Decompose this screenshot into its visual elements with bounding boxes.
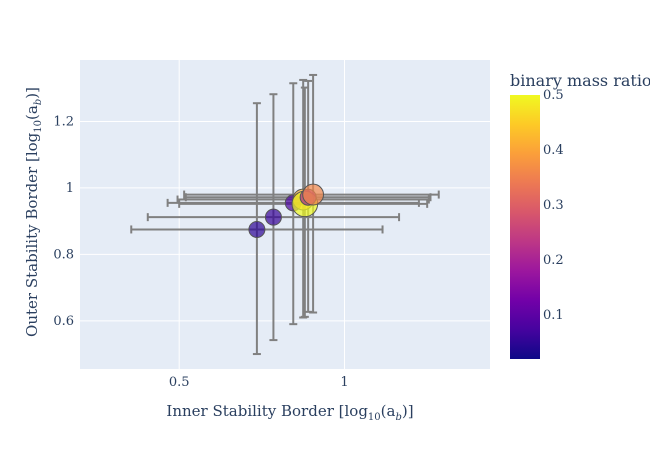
y-axis-ticks: 0.6 0.8 1 1.2 xyxy=(53,114,74,328)
colorbar xyxy=(510,95,540,359)
y-axis-title: Outer Stability Border [log10(ab)] xyxy=(23,87,44,337)
data-point xyxy=(264,208,282,226)
colorbar-tick-label: 0.1 xyxy=(543,308,564,323)
colorbar-ticks: 0.1 0.2 0.3 0.4 0.5 xyxy=(543,88,564,323)
y-tick-label: 0.8 xyxy=(53,247,74,262)
grid-lines xyxy=(80,60,490,369)
data-point xyxy=(302,183,325,206)
x-axis-ticks: 0.5 1 xyxy=(169,375,349,390)
y-tick-label: 0.6 xyxy=(53,314,74,329)
colorbar-tick-label: 0.2 xyxy=(543,253,564,268)
data-points xyxy=(248,183,325,238)
colorbar-tick-label: 0.3 xyxy=(543,198,564,213)
x-tick-label: 0.5 xyxy=(169,375,190,390)
colorbar-title: binary mass ratio xyxy=(510,71,650,90)
data-point xyxy=(248,220,266,238)
x-tick-label: 1 xyxy=(340,375,348,390)
y-tick-label: 1 xyxy=(66,181,74,196)
colorbar-tick-label: 0.5 xyxy=(543,88,564,103)
y-tick-label: 1.2 xyxy=(53,114,74,129)
plot-background xyxy=(80,60,490,369)
x-axis-title: Inner Stability Border [log10(ab)] xyxy=(166,402,413,423)
colorbar-tick-label: 0.4 xyxy=(543,143,564,158)
